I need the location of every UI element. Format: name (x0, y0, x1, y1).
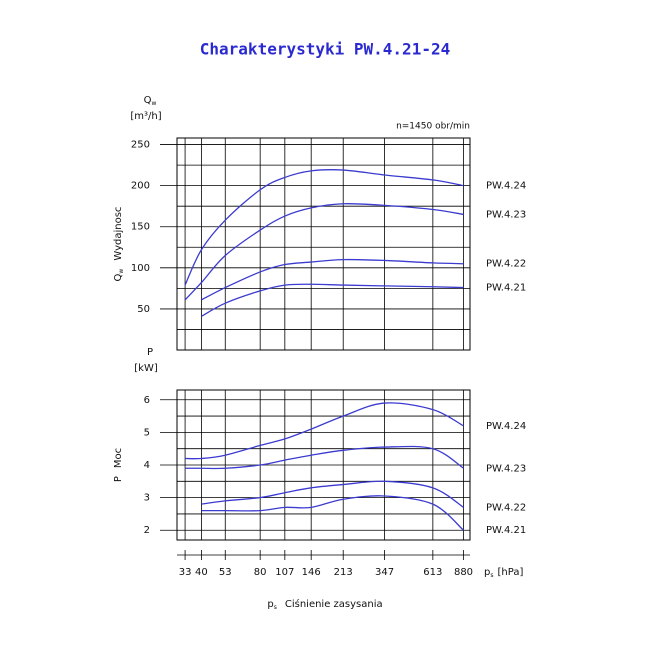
series-label: PW.4.21 (486, 525, 526, 536)
x-tick-label: 53 (219, 567, 232, 578)
curve (184, 169, 464, 286)
y-tick-label: 100 (131, 263, 150, 274)
y-unit: [kW] (134, 363, 158, 374)
series-label: PW.4.21 (486, 283, 526, 294)
y-unit: [m³/h] (130, 111, 161, 122)
series-label: PW.4.23 (486, 463, 526, 474)
curve (185, 402, 464, 460)
y-tick-label: 50 (137, 304, 150, 315)
series-label: PW.4.22 (486, 502, 526, 513)
x-unit: [hPa] (498, 567, 524, 578)
y-axis-symbol: P (113, 476, 124, 482)
y-symbol-main: P (147, 347, 153, 358)
y-tick-label: 250 (131, 140, 150, 151)
y-tick-label: 3 (144, 493, 150, 504)
y-axis-label: P Moc (113, 448, 124, 482)
x-tick-label: 347 (375, 567, 394, 578)
y-axis-symbol-sub: w (118, 269, 125, 274)
x-symbol-sub: s (490, 572, 493, 579)
curve (201, 480, 464, 508)
annotation: n=1450 obr/min (396, 122, 470, 132)
y-symbol: P (147, 347, 153, 358)
curve (184, 202, 464, 301)
series-label: PW.4.22 (486, 259, 526, 270)
x-tick-label: 107 (275, 567, 294, 578)
x-tick-label: 80 (254, 567, 267, 578)
y-axis-title: Moc (113, 448, 124, 468)
x-tick-label: 40 (195, 567, 208, 578)
series-label: PW.4.23 (486, 209, 526, 220)
x-axis-symbol: p (267, 599, 273, 610)
y-symbol-main: Q (144, 95, 152, 106)
x-tick-label: 613 (423, 567, 442, 578)
chart-title: Charakterystyki PW.4.21-24 (200, 40, 450, 59)
y-tick-label: 2 (144, 525, 150, 536)
y-axis-label: Qw Wydajnosc (113, 207, 125, 282)
x-axis-title: Ciśnienie zasysania (285, 598, 383, 610)
y-symbol: Qw (144, 95, 157, 107)
y-tick-label: 6 (144, 395, 150, 406)
x-tick-label: 213 (334, 567, 353, 578)
x-tick-label: 880 (454, 567, 473, 578)
series-label: PW.4.24 (486, 421, 526, 432)
x-axis-label: ps Ciśnienie zasysania (267, 598, 382, 611)
series-label: PW.4.24 (486, 181, 526, 192)
y-axis-symbol: Q (113, 273, 124, 281)
x-symbol: ps [hPa] (484, 567, 523, 579)
x-symbol-main: p (484, 567, 490, 578)
y-tick-label: 200 (131, 181, 150, 192)
curve (201, 495, 464, 531)
y-tick-label: 5 (144, 427, 150, 438)
y-symbol-sub: w (151, 100, 156, 107)
x-tick-label: 33 (179, 567, 192, 578)
y-tick-label: 4 (144, 460, 150, 471)
plot-frame (176, 137, 471, 351)
x-axis-symbol-sub: s (274, 604, 277, 611)
y-axis-title: Wydajnosc (113, 207, 124, 261)
curve (201, 283, 464, 317)
curve (185, 445, 464, 470)
x-tick-label: 146 (302, 567, 321, 578)
curve (201, 258, 464, 301)
y-tick-label: 150 (131, 222, 150, 233)
